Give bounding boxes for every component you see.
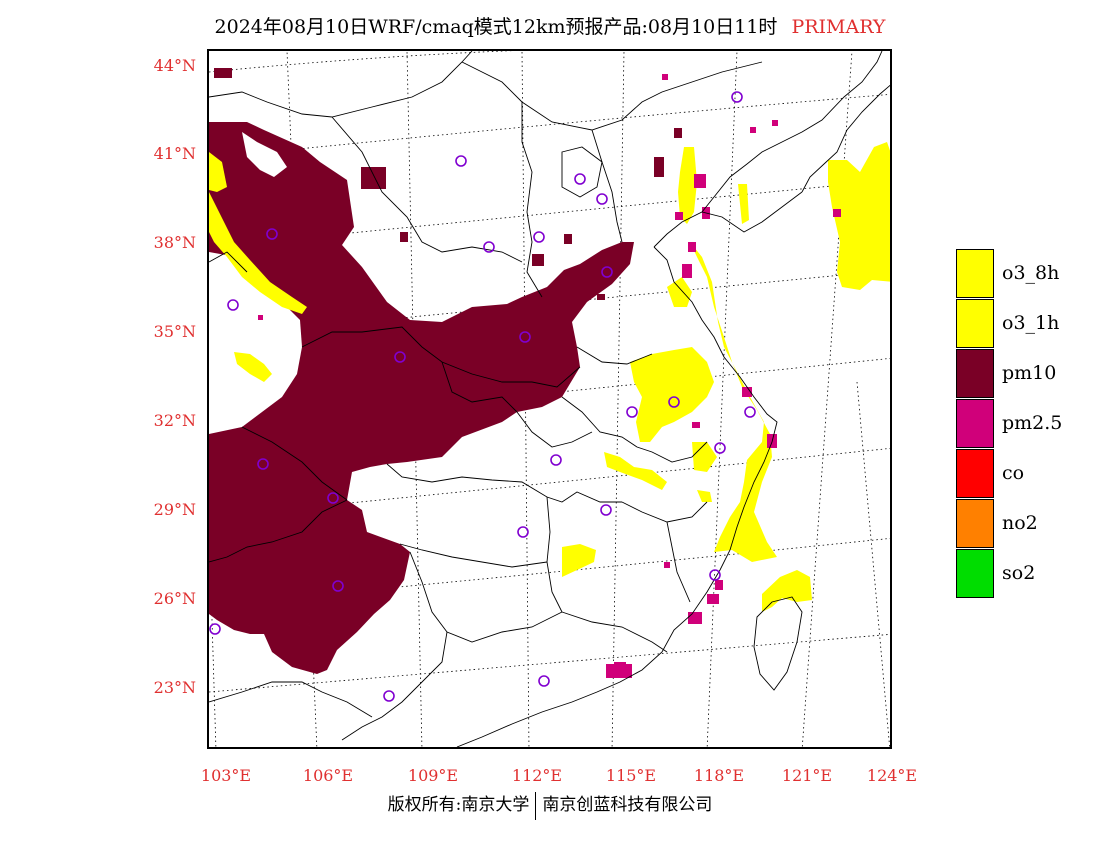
lat-label: 29°N [153, 500, 196, 519]
lat-label: 23°N [153, 678, 196, 697]
pm10-region [209, 68, 682, 674]
map-panel [207, 49, 892, 749]
legend-swatch [956, 549, 994, 598]
graticule-longitude [209, 51, 890, 747]
legend-item-no2: no2 [956, 499, 1100, 549]
site-markers [209, 91, 756, 702]
lat-label: 26°N [153, 589, 196, 608]
legend-item-so2: so2 [956, 549, 1100, 599]
lon-label: 121°E [781, 766, 833, 785]
copyright-company: 南京创蓝科技有限公司 [542, 795, 713, 815]
title-text: 2024年08月10日WRF/cmaq模式12km预报产品:08月10日11时 [214, 16, 778, 38]
pollutant-map [209, 51, 890, 747]
lat-label: 35°N [153, 322, 196, 341]
copyright-footer: 版权所有:南京大学 南京创蓝科技有限公司 [0, 790, 1100, 820]
legend-label: o3_1h [1002, 312, 1060, 334]
lon-label: 103°E [200, 766, 252, 785]
legend-swatch [956, 349, 994, 398]
legend-item-pm2-5: pm2.5 [956, 399, 1100, 449]
legend-label: o3_8h [1002, 262, 1060, 284]
lat-label: 32°N [153, 411, 196, 430]
lon-label: 112°E [511, 766, 563, 785]
title-primary-tag: PRIMARY [791, 16, 886, 38]
lat-label: 41°N [153, 144, 196, 163]
legend-swatch [956, 499, 994, 548]
lon-label: 118°E [693, 766, 745, 785]
boundaries [209, 51, 890, 747]
legend-item-pm10: pm10 [956, 349, 1100, 399]
legend-label: pm2.5 [1002, 412, 1063, 434]
legend-item-co: co [956, 449, 1100, 499]
legend-label: so2 [1002, 562, 1036, 584]
footer-divider [535, 791, 537, 820]
legend-label: pm10 [1002, 362, 1057, 384]
legend-swatch [956, 249, 994, 298]
lon-label: 124°E [866, 766, 918, 785]
legend-label: no2 [1002, 512, 1038, 534]
lon-label: 115°E [605, 766, 657, 785]
lat-label: 38°N [153, 233, 196, 252]
legend-swatch [956, 299, 994, 348]
legend-item-o3-8h: o3_8h [956, 249, 1100, 299]
legend-swatch [956, 399, 994, 448]
legend-swatch [956, 449, 994, 498]
legend-label: co [1002, 462, 1025, 484]
lon-label: 106°E [302, 766, 354, 785]
page-title: 2024年08月10日WRF/cmaq模式12km预报产品:08月10日11时 P… [0, 12, 1100, 39]
legend-item-o3-1h: o3_1h [956, 299, 1100, 349]
copyright-owner: 版权所有:南京大学 [387, 795, 530, 815]
pm10-gap [209, 132, 302, 434]
lat-label: 44°N [153, 56, 196, 75]
lon-label: 109°E [407, 766, 459, 785]
